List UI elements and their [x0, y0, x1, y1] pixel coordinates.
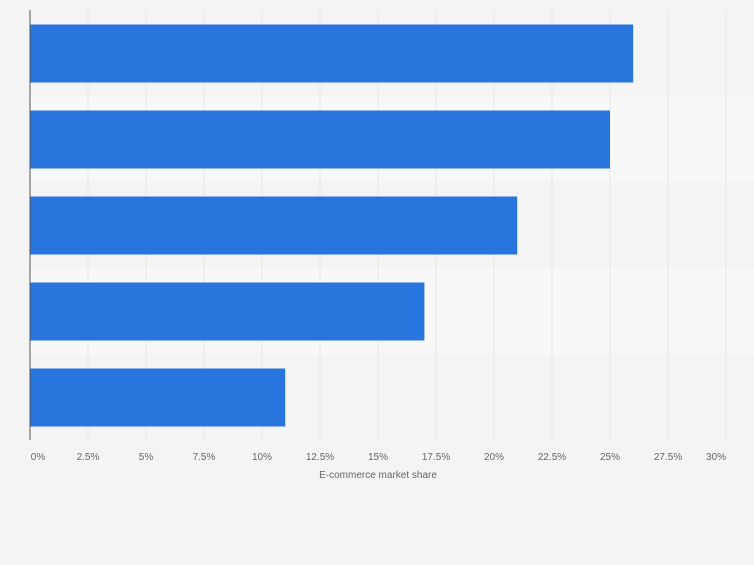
bar[interactable] [30, 368, 286, 427]
x-tick-label: 17.5% [422, 452, 450, 463]
bar[interactable] [30, 110, 610, 169]
x-tick-label: 0% [31, 452, 46, 463]
x-tick-label: 20% [484, 452, 504, 463]
x-tick-label: 25% [600, 452, 620, 463]
x-tick-label: 12.5% [306, 452, 334, 463]
x-tick-label: 15% [368, 452, 388, 463]
bar[interactable] [30, 282, 425, 341]
bar[interactable] [30, 24, 634, 83]
bars [30, 24, 634, 427]
x-tick-label: 27.5% [654, 452, 682, 463]
x-tick-label: 22.5% [538, 452, 566, 463]
x-tick-label: 5% [139, 452, 154, 463]
x-axis-ticks: 0% 2.5% 5% 7.5% 10% 12.5% 15% 17.5% 20% 22.5% 25% 2… [31, 452, 726, 463]
x-tick-label: 30% [706, 452, 726, 463]
bar[interactable] [30, 196, 518, 255]
x-axis-title: E-commerce market share [319, 470, 437, 481]
x-tick-label: 2.5% [77, 452, 100, 463]
x-tick-label: 10% [252, 452, 272, 463]
x-tick-label: 7.5% [193, 452, 216, 463]
